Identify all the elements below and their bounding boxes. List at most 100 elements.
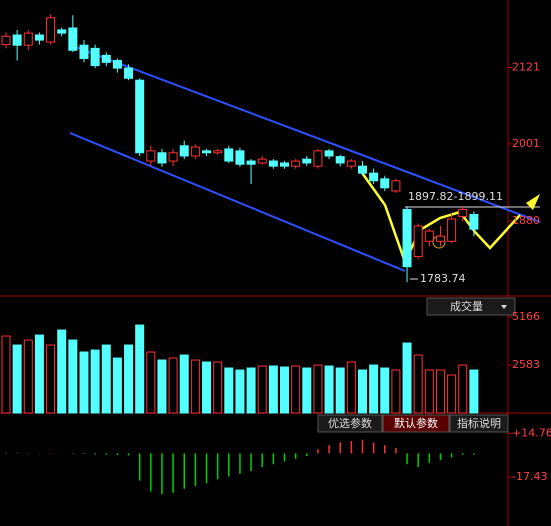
candle-body [213,150,223,154]
indicator-select[interactable] [426,297,516,316]
candle-body [335,156,345,164]
y-tick-label: 2583 [512,358,540,371]
candle-body [257,158,267,164]
volume-bar [46,344,56,414]
candle-body [179,145,189,157]
candle-body [246,160,256,165]
volume-bar [413,354,423,414]
candle-body [68,27,78,51]
volume-bar [302,367,312,414]
button[interactable] [449,414,509,433]
volume-bar [1,335,11,414]
candle-body [346,160,356,167]
channel-line [69,132,406,272]
candle-body [402,208,412,268]
candle-body [447,218,457,242]
annotation: 1897.82-1899.11 [408,190,503,203]
candle-body [146,150,156,162]
candle-body [324,150,334,157]
dropdown-icon[interactable] [501,305,507,309]
candle-body [202,150,212,154]
volume-bar [280,366,289,414]
volume-bar [23,339,33,414]
volume-bar [380,367,390,414]
candle-body [46,17,56,43]
volume-bar [402,342,412,414]
y-tick-label: 1880 [512,214,540,227]
annotation: 1783.74 [420,272,466,285]
volume-bar [112,357,122,414]
volume-bar [235,369,245,414]
volume-bar [68,339,78,414]
button-label[interactable]: 默认参数 [394,416,438,430]
volume-bar [135,324,145,414]
volume-bar [124,344,134,414]
volume-bar [213,361,223,414]
candle-body [469,214,479,230]
volume-bar [224,367,234,414]
volume-bar [435,369,445,414]
volume-bar [391,369,401,414]
y-tick-label: 2001 [512,137,540,150]
candle-body [369,172,379,182]
volume-bar [157,359,167,414]
candle-body [268,160,278,167]
candle-body [357,165,367,174]
y-tick-label: +14.76 [512,426,551,439]
volume-bar [424,369,434,414]
channel-line [69,44,541,223]
candle-body [112,59,122,69]
y-tick-label: 5166 [512,310,540,323]
button[interactable] [317,414,383,433]
volume-bar [101,344,111,414]
candle-body [413,225,423,258]
volume-bar [257,365,267,414]
button[interactable] [382,414,450,433]
volume-bar [324,365,334,414]
candle-body [291,160,301,167]
volume-bar [335,367,345,414]
candle-body [458,208,468,217]
candle-body [1,35,11,46]
volume-bar [90,349,100,414]
candle-body [224,148,234,162]
candle-body [424,230,434,242]
volume-bar [168,357,178,414]
candle-body [57,29,67,34]
volume-bar [57,329,67,414]
volume-bar [179,354,189,414]
candle-body [380,178,390,189]
candle-body [235,150,245,165]
volume-bar [313,364,323,414]
button-label[interactable]: 优选参数 [328,416,372,430]
candle-body [79,44,89,60]
volume-bar [12,344,22,414]
volume-bar [346,361,356,414]
candle-body [313,150,323,167]
volume-bar [291,365,301,414]
candle-body [90,47,100,67]
candle-body [34,34,44,41]
volume-bar [447,374,457,414]
volume-bar [34,334,44,414]
candle-body [190,146,200,157]
volume-bar [246,367,256,414]
candle-body [435,235,445,242]
volume-bar [79,351,89,414]
candle-body [101,54,111,63]
volume-bar [146,351,156,414]
volume-bar [202,361,212,414]
volume-bar [357,369,367,414]
candle-body [280,162,289,167]
candle-body [124,67,134,79]
candle-body [302,158,312,164]
indicator-label[interactable]: 成交量 [450,299,483,313]
button-label[interactable]: 指标说明 [457,416,501,430]
arrow-head [526,194,540,210]
candle-body [23,32,33,46]
y-tick-label: 2121 [512,60,540,73]
y-tick-label: -17.43 [512,470,547,483]
candle-body [12,34,22,46]
